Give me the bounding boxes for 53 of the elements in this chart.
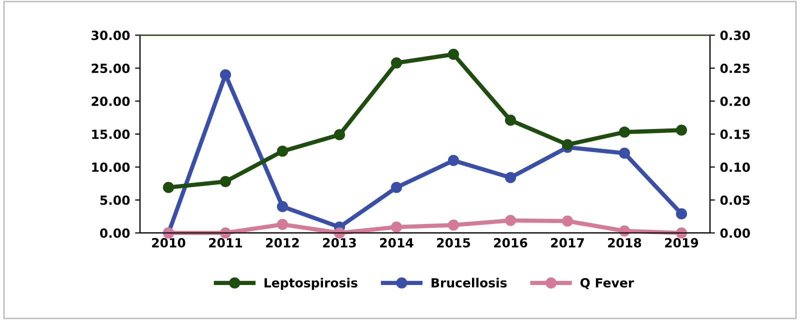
y-tick-label: 10.00 (92, 162, 130, 172)
point (220, 227, 232, 239)
y2-tick-label: 0.30 (720, 30, 750, 40)
y-tick-label: 20.00 (92, 96, 130, 106)
point (618, 225, 630, 237)
point (618, 126, 630, 138)
x-tick-label: 2016 (494, 238, 528, 248)
legend-label: Q Fever (580, 278, 634, 290)
x-tick-label: 2018 (608, 238, 642, 248)
point (162, 182, 174, 194)
point (562, 139, 574, 150)
point (448, 154, 460, 166)
point (390, 221, 402, 233)
point (390, 182, 402, 194)
y2-tick-label: 0.20 (720, 96, 750, 106)
y-tick-label: 0.00 (100, 228, 130, 238)
y2-tick-label: 0.15 (720, 130, 750, 140)
point (334, 129, 346, 140)
y-tick-label: 15.00 (92, 130, 130, 140)
point (276, 218, 288, 230)
point (448, 48, 460, 60)
x-tick-label: 2012 (266, 238, 299, 248)
point (334, 227, 346, 239)
y-tick-label: 5.00 (100, 195, 130, 205)
point (562, 216, 574, 227)
point (220, 69, 232, 80)
y2-tick-label: 0.00 (720, 228, 750, 238)
y2-tick-label: 0.10 (720, 162, 750, 172)
x-tick-label: 2014 (380, 238, 414, 248)
point (676, 227, 688, 239)
point (276, 146, 288, 157)
y-tick-label: 30.00 (92, 30, 130, 40)
legend-label: Brucellosis (432, 278, 507, 288)
point (276, 201, 288, 212)
x-tick-label: 2011 (209, 238, 242, 248)
y2-tick-label: 0.05 (720, 195, 750, 205)
point (618, 148, 630, 159)
point (390, 57, 402, 68)
x-tick-label: 2017 (551, 238, 584, 248)
point (676, 208, 688, 220)
point (448, 219, 460, 231)
x-tick-label: 2015 (437, 238, 470, 248)
point (676, 124, 688, 136)
point (504, 214, 516, 226)
x-tick-label: 2019 (665, 238, 698, 248)
y-tick-label: 25.00 (92, 64, 130, 74)
point (504, 172, 516, 184)
y2-tick-label: 0.25 (720, 64, 750, 74)
legend-label: Leptospirosis (264, 278, 358, 290)
point (220, 176, 232, 188)
x-tick-label: 2013 (323, 238, 356, 248)
x-tick-label: 2010 (152, 238, 186, 248)
point (504, 114, 516, 126)
